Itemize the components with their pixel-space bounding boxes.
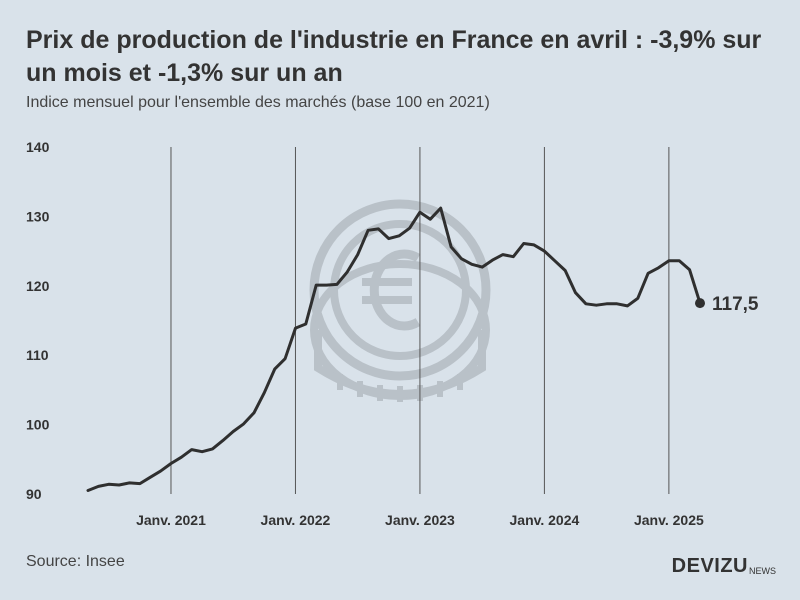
chart-subtitle: Indice mensuel pour l'ensemble des march… <box>26 94 490 111</box>
last-value-label: 117,5 <box>712 294 759 315</box>
last-value-point <box>695 298 705 309</box>
y-tick-label: 110 <box>26 347 49 363</box>
euro-coin-icon <box>309 199 491 402</box>
x-tick-label: Janv. 2025 <box>634 512 704 528</box>
y-tick-label: 90 <box>26 486 42 502</box>
x-tick-label: Janv. 2022 <box>261 512 331 528</box>
brand-logo: DEVIZU <box>671 555 748 577</box>
x-tick-label: Janv. 2023 <box>385 512 455 528</box>
brand-suffix: NEWS <box>749 566 776 576</box>
y-tick-label: 130 <box>26 208 50 224</box>
y-tick-label: 120 <box>26 278 50 294</box>
y-tick-label: 140 <box>26 139 50 155</box>
y-tick-label: 100 <box>26 417 50 433</box>
x-tick-label: Janv. 2024 <box>510 512 580 528</box>
chart-title: Prix de production de l'industrie en Fra… <box>26 26 762 87</box>
x-tick-label: Janv. 2021 <box>136 512 206 528</box>
series-line <box>86 206 702 492</box>
source-note: Source: Insee <box>26 553 125 570</box>
